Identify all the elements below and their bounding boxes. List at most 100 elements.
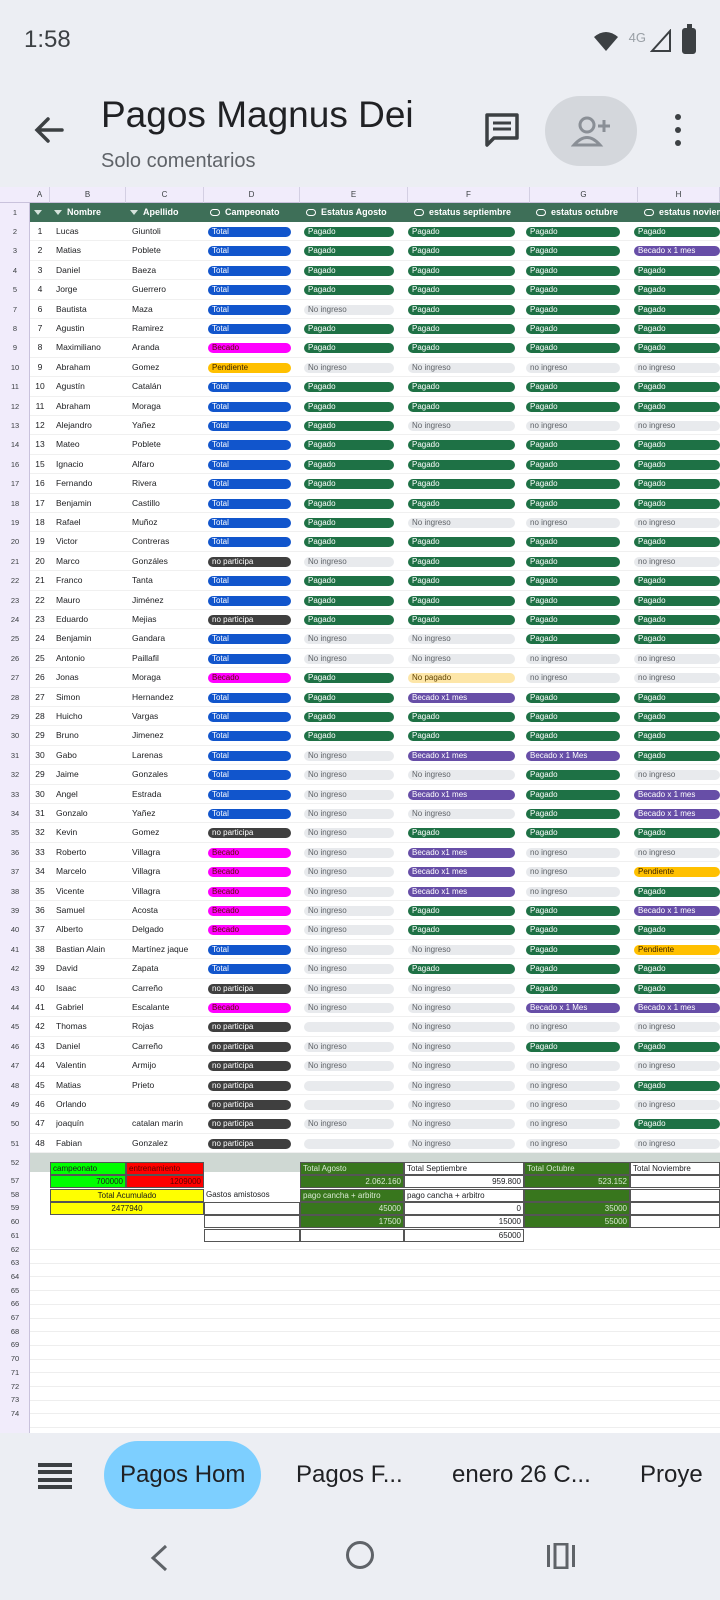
row-number[interactable]: 25 — [10, 634, 20, 644]
chip-septiembre[interactable]: No ingreso — [408, 1080, 515, 1091]
cell-index[interactable]: 42 — [35, 1021, 45, 1032]
cell-apellido[interactable]: Vargas — [132, 711, 159, 721]
chip-octubre[interactable]: no ingreso — [526, 1061, 620, 1072]
table-row[interactable]: 11 Abraham Moraga Total Pagado Pagado Pagado Pa… — [30, 397, 720, 416]
chip-noviembre[interactable]: Pagado — [634, 886, 720, 897]
chip-noviembre[interactable]: Pagado — [634, 343, 720, 354]
chip-noviembre[interactable]: Pagado — [634, 983, 720, 994]
chip-octubre[interactable]: Pagado — [526, 615, 620, 625]
table-row[interactable]: 8 Maximiliano Aranda Becado Pagado Pagado Paga… — [30, 338, 720, 358]
cell-index[interactable]: 46 — [35, 1099, 45, 1109]
table-row[interactable]: 17 Benjamin Castillo Total Pagado Pagado Pagad… — [30, 494, 720, 513]
column-header-c[interactable]: C — [126, 187, 204, 203]
cell-apellido[interactable]: Paillafil — [132, 652, 159, 663]
all-sheets-menu-icon[interactable] — [38, 1463, 72, 1489]
chip-octubre[interactable]: no ingreso — [526, 518, 620, 528]
octubre-total-value[interactable]: 523.152 — [524, 1175, 630, 1188]
cell-nombre[interactable]: Agustin — [56, 323, 85, 333]
acumulado-label[interactable]: Total Acumulado — [50, 1189, 204, 1202]
agosto-total-value[interactable]: 2.062.160 — [300, 1175, 404, 1188]
row-number[interactable]: 28 — [10, 692, 20, 702]
cell-index[interactable]: 20 — [35, 555, 45, 566]
cell-apellido[interactable]: Martínez jaque — [132, 943, 189, 954]
gastos-amistosos-label[interactable]: Gastos amistosos — [204, 1189, 300, 1202]
cell-index[interactable]: 29 — [35, 730, 45, 741]
chip-campeonato[interactable]: Total — [208, 518, 291, 528]
acumulado-value[interactable]: 2477940 — [50, 1202, 204, 1215]
cell-nombre[interactable]: Maximiliano — [56, 342, 101, 353]
gastos-cell-3[interactable] — [204, 1229, 300, 1242]
cell-index[interactable]: 2 — [37, 245, 43, 256]
chip-campeonato[interactable]: no participa — [208, 1100, 291, 1110]
cell-nombre[interactable]: Agustín — [56, 381, 85, 392]
septiembre-total-value[interactable]: 959.800 — [404, 1175, 524, 1188]
cell-index[interactable]: 17 — [35, 497, 45, 508]
row-number[interactable]: 72 — [10, 1381, 20, 1391]
cell-apellido[interactable]: Armijo — [132, 1060, 157, 1071]
cell-nombre[interactable]: Victor — [56, 536, 78, 547]
chip-septiembre[interactable]: No ingreso — [408, 944, 515, 955]
cell-nombre[interactable]: Antonio — [56, 652, 85, 663]
row-number[interactable]: 74 — [10, 1408, 20, 1418]
chip-campeonato[interactable]: no participa — [208, 828, 291, 839]
cell-index[interactable]: 21 — [35, 575, 45, 586]
chip-septiembre[interactable]: No ingreso — [408, 1041, 515, 1052]
chip-octubre[interactable]: Pagado — [526, 285, 620, 296]
chip-octubre[interactable]: Pagado — [526, 498, 620, 509]
cell-nombre[interactable]: Abraham — [56, 361, 91, 372]
noviembre-gasto-2[interactable] — [630, 1215, 720, 1228]
chip-campeonato[interactable]: Total — [208, 265, 291, 276]
more-options-icon[interactable] — [662, 108, 694, 152]
cell-nombre[interactable]: Daniel — [56, 1040, 81, 1051]
chip-octubre[interactable]: no ingreso — [526, 673, 620, 684]
chip-campeonato[interactable]: no participa — [208, 983, 291, 994]
agosto-gasto-3[interactable] — [300, 1229, 404, 1242]
cell-apellido[interactable]: Catalán — [132, 381, 162, 392]
chip-octubre[interactable]: no ingreso — [526, 867, 620, 878]
cell-nombre[interactable]: Abraham — [56, 400, 91, 411]
cell-index[interactable]: 45 — [35, 1079, 45, 1090]
cell-apellido[interactable]: Escalante — [132, 1002, 170, 1012]
cell-nombre[interactable]: Jorge — [56, 284, 78, 295]
chip-agosto[interactable]: Pagado — [304, 285, 394, 296]
table-row[interactable]: 34 Marcelo Villagra Becado No ingreso Becado … — [30, 862, 720, 882]
chip-noviembre[interactable]: no ingreso — [634, 1100, 720, 1110]
chip-septiembre[interactable]: Becado x1 mes — [408, 789, 515, 800]
chip-septiembre[interactable]: No ingreso — [408, 1119, 515, 1130]
chip-noviembre[interactable]: Pagado — [634, 692, 720, 703]
chip-agosto[interactable]: No ingreso — [304, 556, 394, 567]
row-number[interactable]: 13 — [10, 421, 20, 430]
cell-nombre[interactable]: Gabriel — [56, 1002, 84, 1012]
column-header-a[interactable]: A — [30, 187, 50, 203]
cell-nombre[interactable]: Jaime — [56, 769, 79, 780]
chip-agosto[interactable]: Pagado — [304, 246, 394, 257]
entrenamiento-label[interactable]: entrenamiento — [126, 1162, 204, 1175]
table-row[interactable]: 27 Simon Hernandez Total Pagado Becado x1 mes… — [30, 688, 720, 707]
cell-apellido[interactable]: Villagra — [132, 866, 161, 877]
chip-agosto[interactable]: No ingreso — [304, 983, 394, 994]
chip-octubre[interactable]: no ingreso — [526, 421, 620, 431]
chip-noviembre[interactable]: Pagado — [634, 265, 720, 276]
chip-agosto[interactable]: Pagado — [304, 227, 394, 237]
cell-index[interactable]: 6 — [37, 303, 43, 314]
chip-octubre[interactable]: Pagado — [526, 964, 620, 975]
column-header-g[interactable]: G — [530, 187, 638, 203]
spreadsheet-grid[interactable]: A B C D E F G H 1 2 3 4 5 7 8 9 10 11 12 13 14 16 17 18… — [0, 187, 720, 1433]
chip-agosto[interactable]: Pagado — [304, 401, 394, 412]
cell-apellido[interactable]: Aranda — [132, 342, 160, 353]
chip-octubre[interactable]: no ingreso — [526, 362, 620, 373]
chip-septiembre[interactable]: Pagado — [408, 459, 515, 470]
cell-index[interactable]: 34 — [35, 866, 45, 877]
filter-icon[interactable] — [54, 210, 62, 216]
gastos-cell-1[interactable] — [204, 1202, 300, 1215]
column-header-d[interactable]: D — [204, 187, 300, 203]
row-number[interactable]: 16 — [10, 459, 20, 469]
back-arrow-icon[interactable] — [30, 110, 70, 150]
cell-apellido[interactable]: Delgado — [132, 924, 164, 935]
row-number[interactable]: 62 — [10, 1244, 20, 1254]
chip-septiembre[interactable]: Pagado — [408, 498, 515, 509]
campeonato-value[interactable]: 700000 — [50, 1175, 126, 1188]
chip-octubre[interactable]: Pagado — [526, 595, 620, 606]
row-number[interactable]: 52 — [10, 1158, 20, 1168]
tab-pagos-hom[interactable]: Pagos Hom — [104, 1441, 262, 1509]
